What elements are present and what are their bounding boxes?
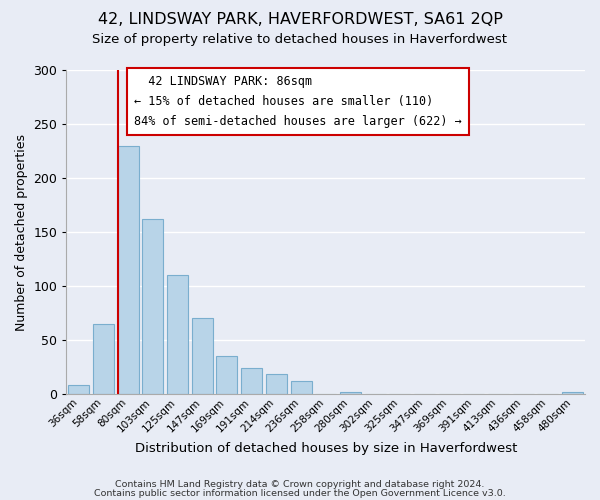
- Text: 42, LINDSWAY PARK, HAVERFORDWEST, SA61 2QP: 42, LINDSWAY PARK, HAVERFORDWEST, SA61 2…: [98, 12, 502, 28]
- Text: 42 LINDSWAY PARK: 86sqm  
← 15% of detached houses are smaller (110)
84% of semi: 42 LINDSWAY PARK: 86sqm ← 15% of detache…: [134, 75, 461, 128]
- Bar: [68, 386, 89, 394]
- Bar: [167, 275, 188, 394]
- Bar: [241, 368, 262, 394]
- Text: Contains HM Land Registry data © Crown copyright and database right 2024.: Contains HM Land Registry data © Crown c…: [115, 480, 485, 489]
- Text: Size of property relative to detached houses in Haverfordwest: Size of property relative to detached ho…: [92, 32, 508, 46]
- Bar: [340, 392, 361, 394]
- Y-axis label: Number of detached properties: Number of detached properties: [15, 134, 28, 330]
- Bar: [217, 356, 238, 394]
- Bar: [290, 381, 311, 394]
- Bar: [192, 318, 213, 394]
- Bar: [118, 146, 139, 394]
- X-axis label: Distribution of detached houses by size in Haverfordwest: Distribution of detached houses by size …: [134, 442, 517, 455]
- Bar: [562, 392, 583, 394]
- Text: Contains public sector information licensed under the Open Government Licence v3: Contains public sector information licen…: [94, 488, 506, 498]
- Bar: [266, 374, 287, 394]
- Bar: [93, 324, 114, 394]
- Bar: [142, 219, 163, 394]
